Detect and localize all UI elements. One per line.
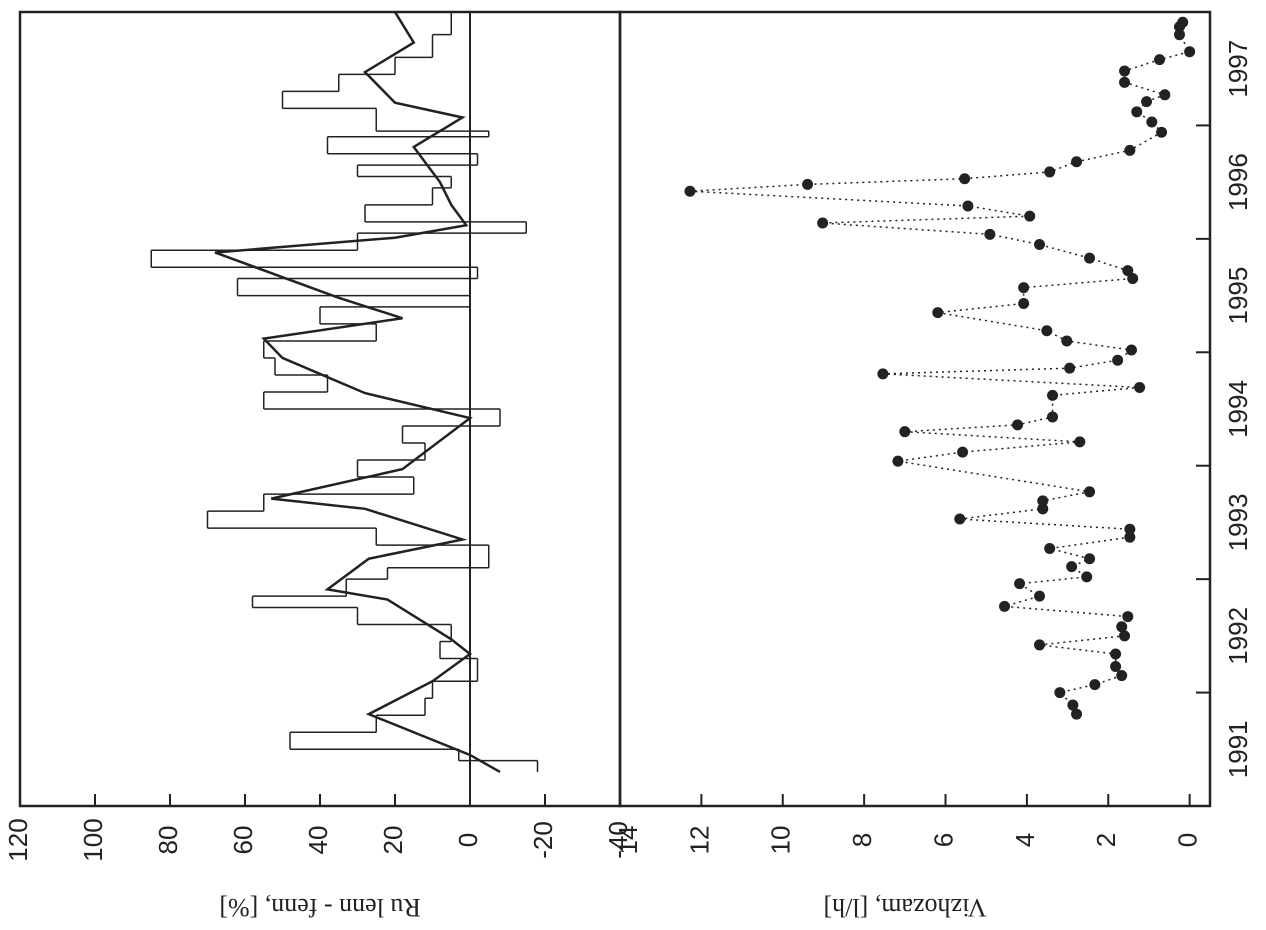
point bbox=[1124, 531, 1136, 543]
point bbox=[1012, 419, 1024, 431]
point bbox=[962, 200, 974, 212]
point bbox=[1054, 687, 1066, 699]
y-tick-label: -20 bbox=[528, 821, 558, 859]
point bbox=[1084, 553, 1096, 565]
x-tick-label: 1996 bbox=[1223, 153, 1253, 211]
point bbox=[817, 217, 829, 229]
point bbox=[1044, 543, 1056, 555]
point bbox=[1177, 16, 1189, 28]
point bbox=[1018, 298, 1030, 310]
point bbox=[999, 600, 1011, 612]
point bbox=[1159, 89, 1171, 101]
y-axis-title: Ru lenn - fenn, [%] bbox=[219, 893, 420, 922]
y-tick-label: 100 bbox=[78, 818, 108, 861]
point bbox=[1044, 166, 1056, 178]
lower-frame bbox=[618, 10, 1212, 808]
point bbox=[802, 178, 814, 190]
y-tick-label: 2 bbox=[1091, 833, 1121, 847]
y-tick-label: 14 bbox=[613, 826, 643, 855]
x-tick-label: 1997 bbox=[1223, 40, 1253, 98]
point bbox=[1119, 76, 1131, 88]
point bbox=[1018, 282, 1030, 294]
point bbox=[1173, 29, 1185, 41]
point bbox=[1024, 210, 1036, 222]
point bbox=[1116, 670, 1128, 682]
y-tick-label: 60 bbox=[228, 826, 258, 855]
point bbox=[932, 307, 944, 319]
point bbox=[1110, 660, 1122, 672]
point bbox=[892, 455, 904, 467]
point bbox=[1125, 344, 1137, 356]
point bbox=[959, 173, 971, 185]
y-tick-label: 4 bbox=[1010, 833, 1040, 847]
y-tick-label: 120 bbox=[3, 818, 33, 861]
point bbox=[899, 426, 911, 438]
point bbox=[1047, 411, 1059, 423]
point bbox=[877, 368, 889, 380]
point bbox=[1112, 354, 1124, 366]
point bbox=[1110, 648, 1122, 660]
point bbox=[1084, 486, 1096, 498]
point bbox=[1071, 708, 1083, 720]
y-tick-label: 10 bbox=[766, 826, 796, 855]
point bbox=[1066, 561, 1078, 573]
y-tick-label: 0 bbox=[453, 833, 483, 847]
y-tick-label: 6 bbox=[928, 833, 958, 847]
point bbox=[1074, 436, 1086, 448]
smoothed-line bbox=[214, 11, 501, 774]
point bbox=[1014, 578, 1026, 590]
point bbox=[1047, 389, 1059, 401]
point bbox=[1119, 65, 1131, 77]
point bbox=[1184, 46, 1196, 58]
y-tick-label: 40 bbox=[303, 826, 333, 855]
point bbox=[1124, 523, 1136, 535]
x-tick-label: 1994 bbox=[1223, 380, 1253, 438]
point bbox=[1081, 571, 1093, 583]
y-tick-label: -40 bbox=[603, 821, 633, 859]
point bbox=[1131, 106, 1143, 118]
point bbox=[1089, 679, 1101, 691]
point bbox=[1037, 495, 1049, 507]
point bbox=[1071, 156, 1083, 168]
point bbox=[1116, 621, 1128, 633]
point bbox=[1154, 54, 1166, 66]
point bbox=[984, 228, 996, 240]
point bbox=[1037, 503, 1049, 515]
point bbox=[1146, 116, 1158, 128]
point bbox=[1034, 239, 1046, 251]
y-tick-label: 80 bbox=[153, 826, 183, 855]
point bbox=[684, 185, 696, 197]
y-tick-label: 0 bbox=[1173, 833, 1203, 847]
x-tick-label: 1991 bbox=[1223, 720, 1253, 778]
y-axis-title: Vizhozam, [l/h] bbox=[823, 893, 986, 922]
x-tick-label: 1992 bbox=[1223, 607, 1253, 665]
point bbox=[1122, 265, 1134, 277]
point bbox=[1127, 273, 1139, 285]
point bbox=[954, 513, 966, 525]
point bbox=[1034, 590, 1046, 602]
y-tick-label: 20 bbox=[378, 826, 408, 855]
point bbox=[1124, 144, 1136, 156]
point bbox=[957, 446, 969, 458]
point bbox=[1034, 639, 1046, 651]
connector bbox=[689, 21, 1191, 715]
y-tick-label: 12 bbox=[684, 826, 714, 855]
point bbox=[1064, 362, 1076, 374]
y-tick-label: 8 bbox=[847, 833, 877, 847]
point bbox=[1141, 96, 1153, 108]
point bbox=[1156, 126, 1168, 138]
point bbox=[1041, 325, 1053, 337]
point bbox=[1119, 630, 1131, 642]
point bbox=[1122, 611, 1134, 623]
x-tick-label: 1995 bbox=[1223, 267, 1253, 325]
x-tick-label: 1993 bbox=[1223, 494, 1253, 552]
point bbox=[1134, 381, 1146, 393]
point bbox=[1084, 252, 1096, 264]
point bbox=[1067, 699, 1079, 711]
point bbox=[1061, 335, 1073, 347]
